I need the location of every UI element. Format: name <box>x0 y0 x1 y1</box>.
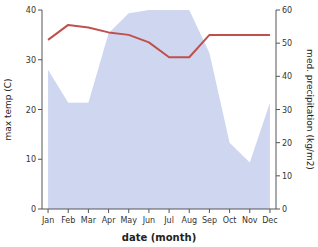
x-tick-label: Jan <box>41 216 54 225</box>
x-tick-label: Nov <box>242 216 258 225</box>
y2-tick <box>276 10 280 11</box>
y2-tick-label: 60 <box>282 6 292 15</box>
y-tick <box>38 59 42 60</box>
chart: Jan Feb Mar AprMay Jun Jul Aug Sep Oct Nov Dec 0 10 2… <box>0 0 318 247</box>
x-tick-label: Mar <box>81 216 97 225</box>
y2-tick-label: 20 <box>282 139 292 148</box>
y-tick-label: 40 <box>26 6 36 15</box>
x-tick-label: Jul <box>163 216 174 225</box>
y2-tick-label: 30 <box>282 106 292 115</box>
x-tick <box>88 209 89 213</box>
plot-area <box>48 10 270 209</box>
y-tick-label: 30 <box>26 56 36 65</box>
x-tick <box>189 209 190 213</box>
y2-tick <box>276 43 280 44</box>
x-tick <box>48 209 49 213</box>
x-tick-label: Oct <box>223 216 237 225</box>
y2-tick-label: 0 <box>282 205 287 214</box>
y-tick <box>38 209 42 210</box>
x-tick-label: Sep <box>202 216 217 225</box>
x-tick-label: Aug <box>181 216 197 225</box>
x-axis-label: date (month) <box>122 232 196 243</box>
y-tick-label: 10 <box>26 155 36 164</box>
x-tick <box>269 209 270 213</box>
x-tick <box>68 209 69 213</box>
x-tick <box>209 209 210 213</box>
y2-axis-label: med. precipitation (kg/m2) <box>305 49 315 170</box>
area <box>48 10 270 209</box>
y2-tick-label: 50 <box>282 39 292 48</box>
y-tick <box>38 159 42 160</box>
y2-tick <box>276 209 280 210</box>
line <box>48 25 270 57</box>
x-axis <box>42 209 276 210</box>
x-tick <box>229 209 230 213</box>
y2-tick-label: 10 <box>282 172 292 181</box>
y-tick-label: 0 <box>31 205 36 214</box>
y-axis-label: max temp (C) <box>3 78 13 140</box>
x-tick <box>128 209 129 213</box>
y2-tick <box>276 142 280 143</box>
y2-tick <box>276 175 280 176</box>
y2-tick <box>276 76 280 77</box>
y2-tick-label: 40 <box>282 72 292 81</box>
x-tick-label: Jun <box>142 216 156 225</box>
x-tick <box>169 209 170 213</box>
x-tick <box>148 209 149 213</box>
y2-tick <box>276 109 280 110</box>
y-tick <box>38 10 42 11</box>
x-tick <box>108 209 109 213</box>
x-tick <box>249 209 250 213</box>
x-tick-label: Dec <box>262 216 277 225</box>
x-tick-label: May <box>120 216 137 225</box>
y-tick <box>38 109 42 110</box>
y-tick-label: 20 <box>26 106 36 115</box>
x-tick-label: Apr <box>102 216 117 225</box>
x-tick-label: Feb <box>61 216 75 225</box>
